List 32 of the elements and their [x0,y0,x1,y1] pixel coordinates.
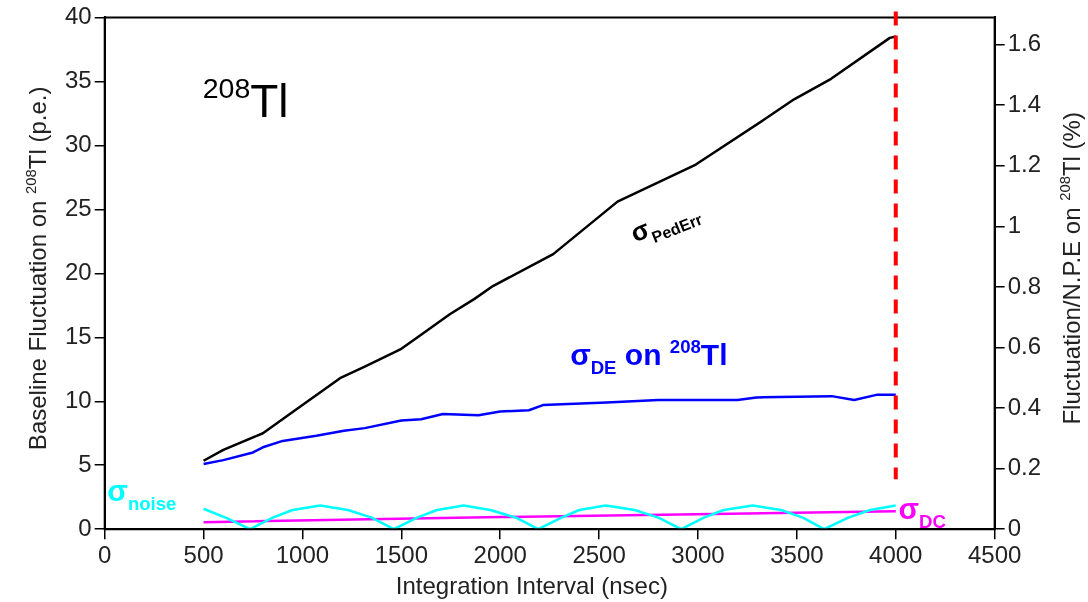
y2-tick-label: 0.2 [1007,453,1042,481]
x-tick-label: 1000 [275,541,330,569]
x-tick-label: 4500 [967,541,1022,569]
y-tick-label: 0 [78,513,92,541]
y-tick-label: 35 [64,66,92,93]
x-tick-label: 500 [183,541,224,569]
x-tick-label: 2500 [572,541,626,569]
x-tick-label: 3000 [671,541,725,569]
y-axis-title: Baseline Fluctuation on 208Tl (p.e.) [22,86,51,451]
x-tick-label: 2000 [473,541,527,569]
y2-tick-label: 1 [1007,210,1021,238]
y-tick-label: 5 [78,449,92,477]
x-axis-title: Integration Interval (nsec) [395,572,668,599]
x-tick-label: 4000 [869,541,923,569]
y2-tick-label: 1.4 [1007,89,1042,117]
y-tick-label: 25 [64,193,92,221]
y2-axis-title: Fluctuation/N.P.E on 208Tl (%) [1056,112,1085,425]
y2-tick-label: 0.8 [1007,271,1042,299]
y-tick-label: 10 [64,385,92,413]
y2-tick-label: 0.4 [1007,392,1042,420]
x-tick-label: 0 [98,541,112,569]
y2-tick-label: 0.6 [1007,332,1042,360]
text: σPedErr [626,209,706,249]
y-tick-label: 40 [64,2,92,30]
y2-tick-label: 0 [1007,513,1021,541]
y-tick-label: 30 [64,129,92,157]
y2-tick-label: 1.6 [1007,29,1042,57]
x-tick-label: 1500 [374,541,429,569]
x-tick-label: 3500 [770,541,824,569]
y2-tick-label: 1.2 [1007,150,1042,178]
y-tick-label: 20 [64,257,92,285]
y-tick-label: 15 [64,321,92,349]
